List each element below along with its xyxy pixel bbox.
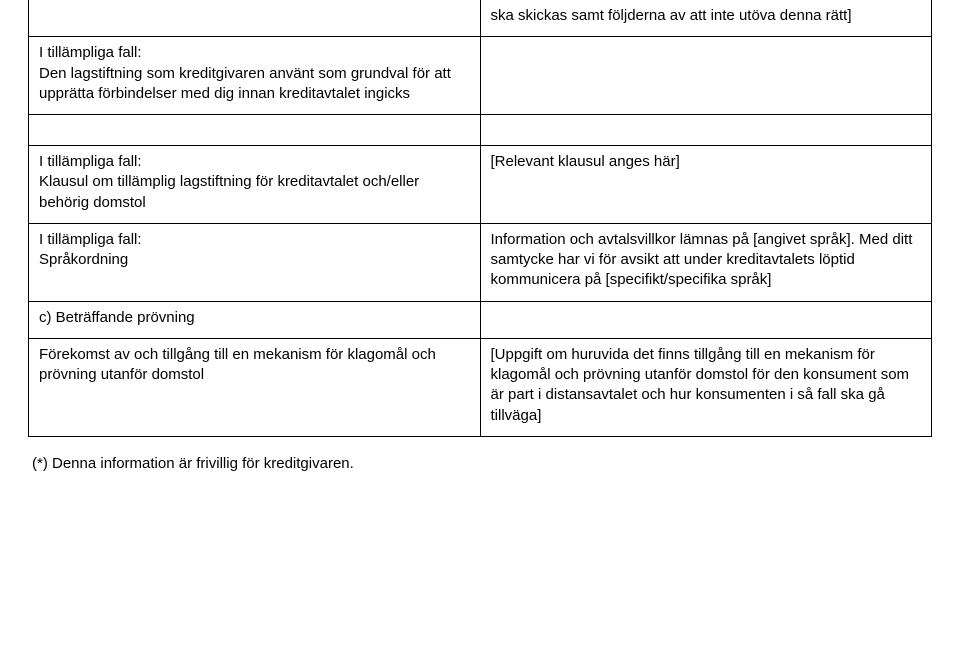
- cell-left: c) Beträffande prövning: [29, 301, 481, 338]
- cell-right: [480, 301, 932, 338]
- cell-right: [Uppgift om huruvida det finns tillgång …: [480, 338, 932, 436]
- cell-text: I tillämpliga fall:Språkordning: [39, 231, 142, 268]
- cell-text: [Uppgift om huruvida det finns tillgång …: [491, 346, 910, 424]
- table-row: I tillämpliga fall:Den lagstiftning som …: [29, 37, 932, 115]
- cell-left: I tillämpliga fall:Klausul om tillämplig…: [29, 146, 481, 224]
- cell-left: I tillämpliga fall:Den lagstiftning som …: [29, 37, 481, 115]
- cell-text: I tillämpliga fall:Den lagstiftning som …: [39, 44, 451, 102]
- cell-right: [480, 37, 932, 115]
- table-row: I tillämpliga fall:Språkordning Informat…: [29, 223, 932, 301]
- cell-right: ska skickas samt följderna av att inte u…: [480, 0, 932, 37]
- cell-left: I tillämpliga fall:Språkordning: [29, 223, 481, 301]
- page-container: ska skickas samt följderna av att inte u…: [0, 0, 960, 645]
- footnote-text: (*) Denna information är frivillig för k…: [32, 455, 354, 472]
- footnote: (*) Denna information är frivillig för k…: [28, 455, 932, 472]
- table-row: Förekomst av och tillgång till en mekani…: [29, 338, 932, 436]
- table-row: ska skickas samt följderna av att inte u…: [29, 0, 932, 37]
- cell-right: [Relevant klausul anges här]: [480, 146, 932, 224]
- table-row: I tillämpliga fall:Klausul om tillämplig…: [29, 146, 932, 224]
- cell-text: ska skickas samt följderna av att inte u…: [491, 7, 852, 24]
- document-table: ska skickas samt följderna av att inte u…: [28, 0, 932, 437]
- table-row-spacer: [29, 115, 932, 146]
- cell-text: I tillämpliga fall:Klausul om tillämplig…: [39, 153, 419, 211]
- cell-left: [29, 0, 481, 37]
- cell-right: Information och avtalsvillkor lämnas på …: [480, 223, 932, 301]
- cell-text: Information och avtalsvillkor lämnas på …: [491, 231, 913, 289]
- cell-text: Förekomst av och tillgång till en mekani…: [39, 346, 436, 383]
- cell-left: Förekomst av och tillgång till en mekani…: [29, 338, 481, 436]
- cell-text: c) Beträffande prövning: [39, 309, 195, 326]
- cell-text: [Relevant klausul anges här]: [491, 153, 680, 170]
- table-row: c) Beträffande prövning: [29, 301, 932, 338]
